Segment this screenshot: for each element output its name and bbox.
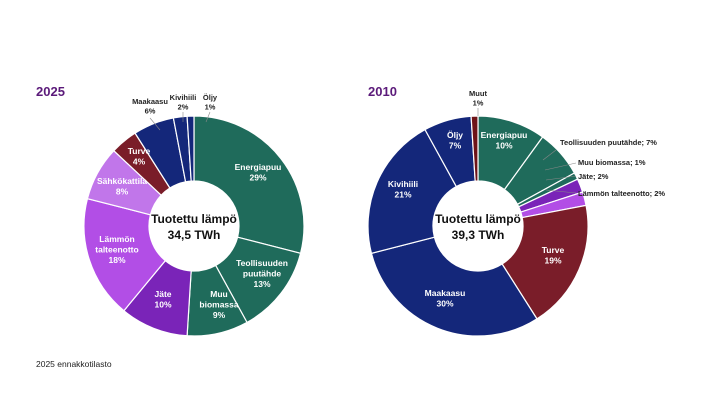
chart-2010-leader-line bbox=[542, 149, 557, 161]
chart-2010-year-title: 2010 bbox=[368, 84, 397, 99]
chart-2025-label-turve: Turve 4% bbox=[128, 146, 151, 167]
footnote: 2025 ennakkotilasto bbox=[36, 359, 112, 369]
chart-2010-label-turve: Turve 19% bbox=[542, 245, 565, 266]
chart-2025-year-title: 2025 bbox=[36, 84, 65, 99]
chart-2025-label-lammon-talteenotto: Lämmön talteenotto 18% bbox=[95, 234, 138, 265]
chart-2025-label-jate: Jäte 10% bbox=[154, 289, 171, 310]
chart-2025-label-kivihiili: Kivihiili 2% bbox=[170, 93, 197, 112]
chart-2010-leader-line bbox=[545, 189, 577, 194]
chart-2010-slice-maakaasu bbox=[370, 236, 538, 337]
chart-2025-label-sahkokattila: Sähkökattila 8% bbox=[97, 176, 147, 197]
chart-2010-label-muu-biomassa: Muu biomassa; 1% bbox=[578, 158, 646, 167]
chart-2010-label-energiapuu: Energiapuu 10% bbox=[481, 130, 528, 151]
chart-2010-slice-muut bbox=[470, 115, 479, 182]
chart-2010-label-muut: Muut 1% bbox=[469, 89, 487, 108]
chart-2025-leader-line bbox=[205, 111, 211, 123]
chart-2010-label-oljy: Öljy 7% bbox=[447, 130, 463, 151]
chart-2025-center-value: 34,5 TWh bbox=[168, 228, 221, 242]
chart-2010-slice-turve bbox=[501, 204, 589, 320]
chart-2025-label-energiapuu: Energiapuu 29% bbox=[235, 162, 282, 183]
chart-2025-label-teollisuuden-puutahde: Teollisuuden puutähde 13% bbox=[236, 258, 288, 289]
chart-2010-center-title: Tuotettu lämpö bbox=[435, 212, 521, 226]
chart-2010-leader-line bbox=[544, 162, 577, 171]
chart-2010-slice-kivihiili bbox=[367, 128, 458, 255]
chart-2025-label-oljy: Öljy 1% bbox=[203, 93, 218, 112]
chart-2010-center-value: 39,3 TWh bbox=[452, 228, 505, 242]
chart-2010-label-jate: Jäte; 2% bbox=[578, 172, 609, 181]
chart-2025-slice-oljy bbox=[186, 115, 195, 182]
chart-2025-slice-lammon-talteenotto bbox=[83, 197, 167, 312]
chart-2025-label-maakaasu: Maakaasu 6% bbox=[132, 97, 168, 116]
chart-2010-label-maakaasu: Maakaasu 30% bbox=[425, 288, 466, 309]
chart-2025-label-muu-biomassa: Muu biomassa 9% bbox=[199, 289, 238, 320]
chart-2025-leader-line bbox=[149, 117, 161, 131]
chart-2010-label-teollisuuden-puutahde: Teollisuuden puutähde; 7% bbox=[560, 138, 657, 147]
chart-2010-leader-line bbox=[545, 175, 577, 181]
chart-2010-label-kivihiili: Kivihiili 21% bbox=[388, 179, 418, 200]
chart-2025-slice-energiapuu bbox=[193, 115, 305, 255]
chart-2025-center-title: Tuotettu lämpö bbox=[151, 212, 237, 226]
chart-2010-label-lammon-talteenotto: Lämmön talteenotto; 2% bbox=[578, 189, 665, 198]
